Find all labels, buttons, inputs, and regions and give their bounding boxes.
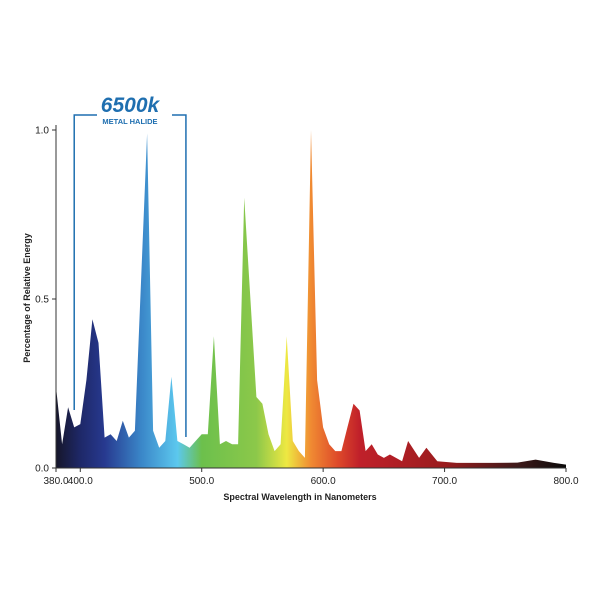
spectrum-area	[56, 130, 566, 468]
x-tick-label: 380.0	[43, 476, 68, 487]
x-tick-label: 400.0	[68, 476, 93, 487]
bracket-left	[73, 114, 97, 410]
metal-halide-bracket	[73, 114, 187, 437]
x-tick-label: 700.0	[432, 476, 457, 487]
x-tick-label: 800.0	[553, 476, 578, 487]
bracket-right	[172, 114, 187, 437]
x-axis-label: Spectral Wavelength in Nanometers	[223, 492, 376, 502]
y-tick-label: 1.0	[35, 126, 49, 137]
chart-title: 6500k	[101, 94, 161, 117]
y-axis-label: Percentage of Relative Energy	[22, 233, 32, 363]
y-tick-label: 0.5	[35, 295, 49, 306]
y-tick-label: 0.0	[35, 464, 49, 475]
chart-subtitle: METAL HALIDE	[102, 117, 157, 126]
x-tick-label: 600.0	[311, 476, 336, 487]
x-tick-label: 500.0	[189, 476, 214, 487]
